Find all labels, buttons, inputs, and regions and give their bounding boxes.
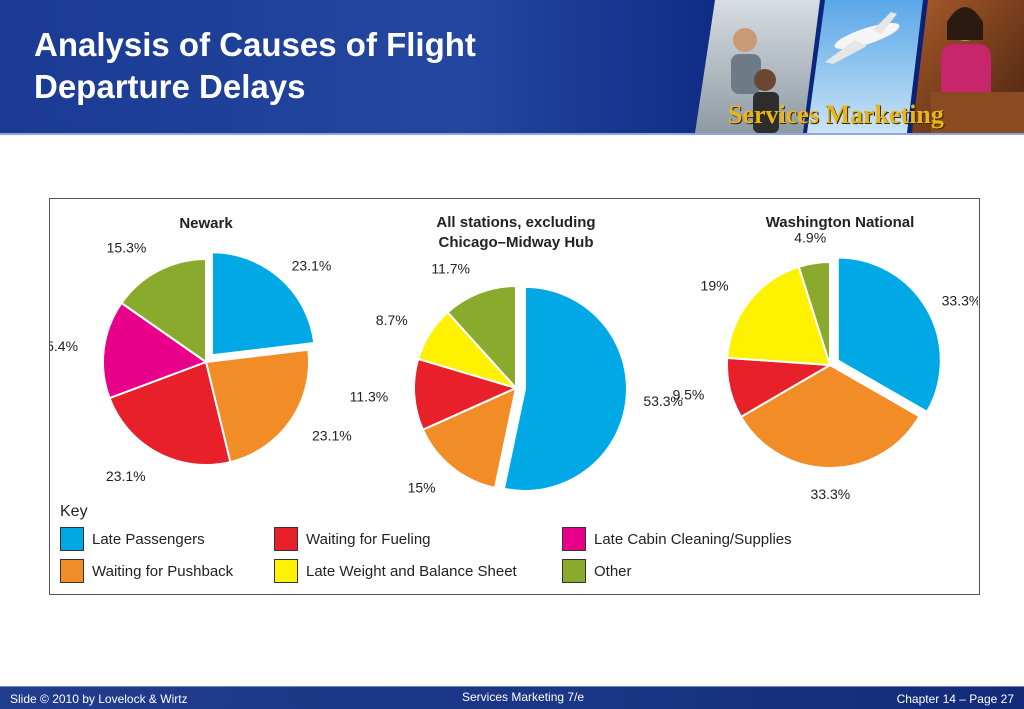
- pie-3-label-late-weight-and-balance-sheet: 19%: [701, 277, 729, 293]
- pie-3-label-other: 4.9%: [794, 230, 826, 246]
- legend-label-late-cabin-cleaning-supplies: Late Cabin Cleaning/Supplies: [594, 530, 792, 548]
- pie-title-3-line-1: Washington National: [766, 214, 915, 231]
- legend-swatch-late-weight-and-balance-sheet: [274, 559, 298, 583]
- legend-label-other: Other: [594, 562, 632, 580]
- pie-3-label-waiting-for-fueling: 9.5%: [672, 386, 704, 402]
- legend-swatch-late-cabin-cleaning-supplies: [562, 527, 586, 551]
- pie-3-label-waiting-for-pushback: 33.3%: [811, 486, 851, 499]
- pie-title-2-line-1: All stations, excluding: [436, 214, 595, 231]
- legend-swatch-late-passengers: [60, 527, 84, 551]
- legend-label-waiting-for-pushback: Waiting for Pushback: [92, 562, 234, 580]
- pie-2-label-other: 11.7%: [431, 261, 470, 277]
- legend-swatch-other: [562, 559, 586, 583]
- legend-swatch-waiting-for-fueling: [274, 527, 298, 551]
- pie-2-slice-waiting-for-pushback: [421, 386, 518, 489]
- chart-frame: Newark 23.1% 23.1% 23.1% 15.4% 15.3% All stati…: [49, 198, 980, 595]
- pie-3-slice-late-passengers: [836, 256, 942, 414]
- pie-1-label-late-passengers: 23.1%: [292, 258, 332, 274]
- pie-2-label-late-weight-and-balance-sheet: 8.7%: [376, 312, 408, 328]
- pie-1-slice-late-passengers: [210, 251, 316, 357]
- airplane-icon: [825, 12, 900, 64]
- pie-charts: Newark 23.1% 23.1% 23.1% 15.4% 15.3% All stati…: [50, 214, 978, 499]
- brand-photo-collage: [695, 0, 1024, 133]
- slide-title-line-2: Departure Delays: [34, 68, 306, 105]
- pie-1-label-late-cabin-cleaning-supplies: 15.4%: [50, 338, 78, 354]
- header-divider: [0, 133, 1024, 135]
- pie-3-slice-waiting-for-pushback: [739, 363, 921, 469]
- pie-2-label-late-passengers: 53.3%: [643, 393, 683, 409]
- slide-title-line-1: Analysis of Causes of Flight: [34, 26, 476, 63]
- pie-1-label-waiting-for-pushback: 23.1%: [312, 428, 352, 444]
- pie-1-label-other: 15.3%: [107, 240, 147, 256]
- pie-title-2-line-2: Chicago–Midway Hub: [438, 234, 593, 251]
- slide-title: Analysis of Causes of Flight Departure D…: [34, 24, 594, 108]
- footer-copyright: Slide © 2010 by Lovelock & Wirtz: [10, 692, 188, 706]
- legend-item-other: Other: [562, 559, 632, 583]
- brand-text: Services Marketing: [728, 100, 944, 129]
- pie-2-label-waiting-for-pushback: 15%: [408, 480, 436, 496]
- legend-swatch-waiting-for-pushback: [60, 559, 84, 583]
- brand-photo-strip: [695, 0, 1024, 133]
- legend-label-late-weight-and-balance-sheet: Late Weight and Balance Sheet: [306, 562, 517, 580]
- chart-legend: Key Late Passengers Waiting for Fueling La…: [60, 503, 970, 591]
- person-head-icon: [733, 28, 757, 52]
- footer-book-title: Services Marketing 7/e: [462, 690, 585, 704]
- pie-2-slice-other: [446, 284, 517, 391]
- pie-title-1-line-1: Newark: [179, 215, 233, 232]
- legend-item-late-cabin-cleaning-supplies: Late Cabin Cleaning/Supplies: [562, 527, 792, 551]
- airplane-photo-panel: [807, 0, 923, 133]
- pie-2-label-waiting-for-fueling: 11.3%: [350, 388, 389, 404]
- slide-footer: Slide © 2010 by Lovelock & Wirtz Service…: [0, 686, 1024, 709]
- legend-item-waiting-for-pushback: Waiting for Pushback: [60, 559, 233, 583]
- pie-1-slice-waiting-for-pushback: [204, 348, 310, 464]
- legend-item-late-passengers: Late Passengers: [60, 527, 205, 551]
- pie-3-slice-other: [797, 260, 831, 366]
- pie-3-label-late-passengers: 33.3%: [942, 292, 978, 308]
- pie-2-slice-late-passengers: [502, 285, 628, 492]
- legend-label-waiting-for-fueling: Waiting for Fueling: [306, 530, 431, 548]
- legend-item-waiting-for-fueling: Waiting for Fueling: [274, 527, 431, 551]
- legend-label-late-passengers: Late Passengers: [92, 530, 205, 548]
- footer-page-number: Chapter 14 – Page 27: [896, 692, 1014, 706]
- pie-3-slice-late-weight-and-balance-sheet: [726, 265, 832, 367]
- pie-1-slice-late-cabin-cleaning-supplies: [102, 301, 209, 400]
- pie-1-slice-other: [120, 257, 207, 364]
- pie-1-label-waiting-for-fueling: 23.1%: [106, 468, 146, 484]
- legend-title: Key: [60, 503, 88, 520]
- pie-2-slice-waiting-for-fueling: [413, 357, 519, 432]
- legend-item-late-weight-and-balance-sheet: Late Weight and Balance Sheet: [274, 559, 517, 583]
